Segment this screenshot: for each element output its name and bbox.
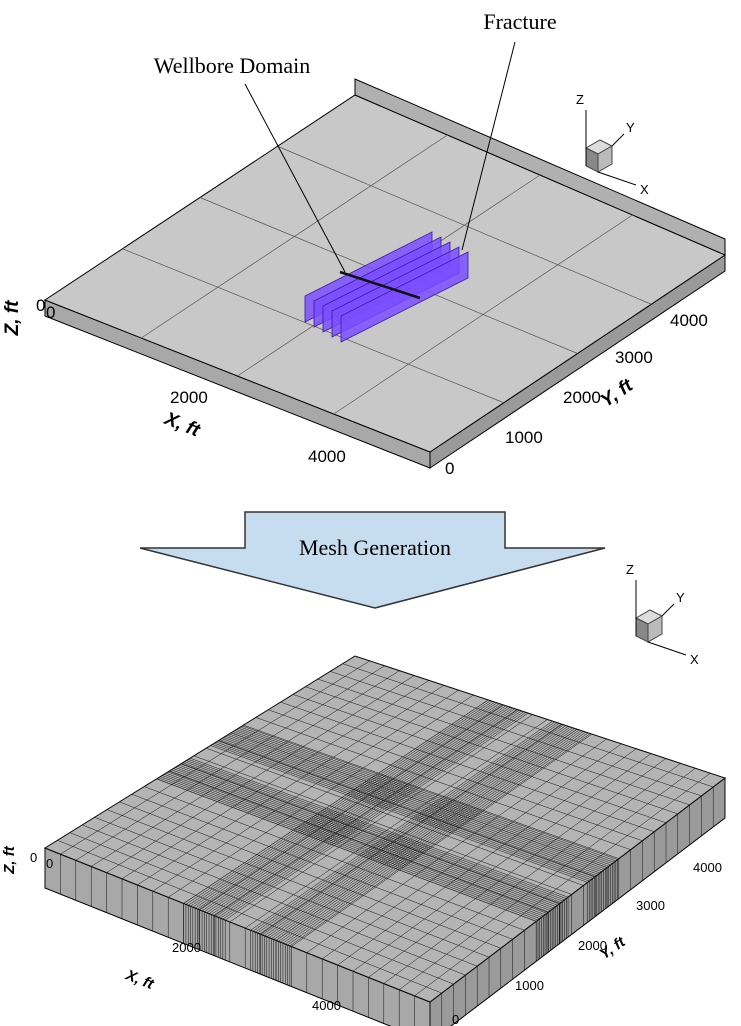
page: {"top_plot": {"annotations": {"fracture"… bbox=[0, 0, 741, 1026]
annotation: Fracture bbox=[483, 9, 556, 34]
y-tick-label: 4000 bbox=[670, 311, 708, 330]
triad-axis bbox=[648, 642, 686, 655]
orientation-triad: Z Y X bbox=[626, 562, 699, 667]
z-tick-label: 0 bbox=[30, 850, 37, 865]
triad-label: Z bbox=[576, 92, 584, 107]
top-plot bbox=[45, 79, 725, 468]
x-tick-label: 0 bbox=[46, 856, 53, 871]
y-tick-label: 3000 bbox=[615, 348, 653, 367]
arrow-label: Mesh Generation bbox=[299, 535, 451, 560]
triad-axis bbox=[662, 604, 674, 616]
triad-label: Y bbox=[626, 120, 635, 135]
bottom-plot bbox=[45, 656, 725, 1026]
y-tick-label: 1000 bbox=[515, 978, 544, 993]
y-tick-label: 0 bbox=[445, 459, 454, 478]
x-tick-label: 2000 bbox=[172, 940, 201, 955]
x-tick-label: 4000 bbox=[308, 447, 346, 466]
triad-label: Y bbox=[676, 590, 685, 605]
z-axis-label: Z, ft bbox=[2, 300, 23, 336]
x-tick-label: 4000 bbox=[312, 998, 341, 1013]
x-tick-label: 2000 bbox=[170, 388, 208, 407]
y-axis-label: Y, ft bbox=[597, 375, 638, 412]
triad-axis bbox=[598, 172, 636, 185]
triad-label: X bbox=[640, 182, 649, 197]
triad-label: Z bbox=[626, 562, 634, 577]
triad-axis bbox=[612, 134, 624, 146]
z-axis-label: Z, ft bbox=[1, 845, 18, 874]
y-tick-label: 2000 bbox=[563, 388, 601, 407]
y-tick-label: 3000 bbox=[636, 898, 665, 913]
z-tick-label: 0 bbox=[36, 296, 45, 315]
x-axis-label: X, ft bbox=[161, 408, 204, 442]
process-arrow bbox=[140, 512, 605, 608]
x-tick-label: 0 bbox=[46, 303, 55, 322]
figure: Fracture Wellbore Domain Mesh Generation… bbox=[0, 0, 741, 1026]
y-tick-label: 0 bbox=[452, 1012, 459, 1026]
y-tick-label: 4000 bbox=[693, 860, 722, 875]
triad-label: X bbox=[690, 652, 699, 667]
x-axis-label: X, ft bbox=[122, 966, 156, 993]
annotation: Wellbore Domain bbox=[154, 53, 310, 78]
y-tick-label: 1000 bbox=[505, 428, 543, 447]
